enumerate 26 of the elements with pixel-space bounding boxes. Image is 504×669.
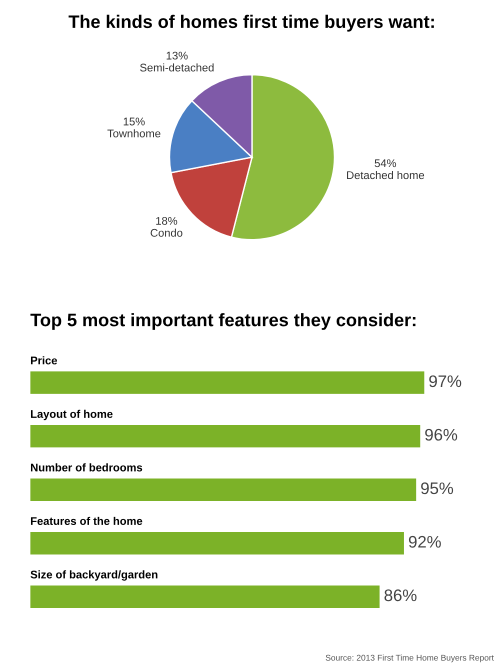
bar xyxy=(30,424,420,448)
chart-title: Top 5 most important features they consider: xyxy=(30,313,416,330)
y-tick-label: Price xyxy=(30,356,58,364)
data-label: 18% xyxy=(156,216,178,225)
data-label: 54% xyxy=(374,159,396,168)
data-label: 86% xyxy=(384,589,417,602)
bar xyxy=(30,478,416,501)
data-label: 96% xyxy=(425,428,458,441)
bar xyxy=(30,371,424,394)
y-tick-label: Features of the home xyxy=(30,516,142,525)
y-tick-label: Layout of home xyxy=(30,410,113,420)
data-label: 15% xyxy=(124,118,145,126)
slice-label: Townhome xyxy=(107,129,160,138)
slice-label: Semi-detached xyxy=(140,63,214,72)
bar xyxy=(30,586,380,608)
slice-label: Condo xyxy=(150,228,182,237)
y-tick-label: Number of bedrooms xyxy=(30,463,142,472)
data-label: 97% xyxy=(429,375,462,388)
data-label: 95% xyxy=(421,482,454,494)
data-label: 92% xyxy=(408,536,441,548)
data-label: 13% xyxy=(166,52,188,60)
slice-label: Detached home xyxy=(347,170,424,180)
chart-title: The kinds of homes first time buyers want: xyxy=(68,14,434,32)
source-note: Source: 2013 First Time Home Buyers Report xyxy=(326,654,494,662)
bar xyxy=(30,532,404,554)
y-tick-label: Size of backyard/garden xyxy=(30,570,158,581)
